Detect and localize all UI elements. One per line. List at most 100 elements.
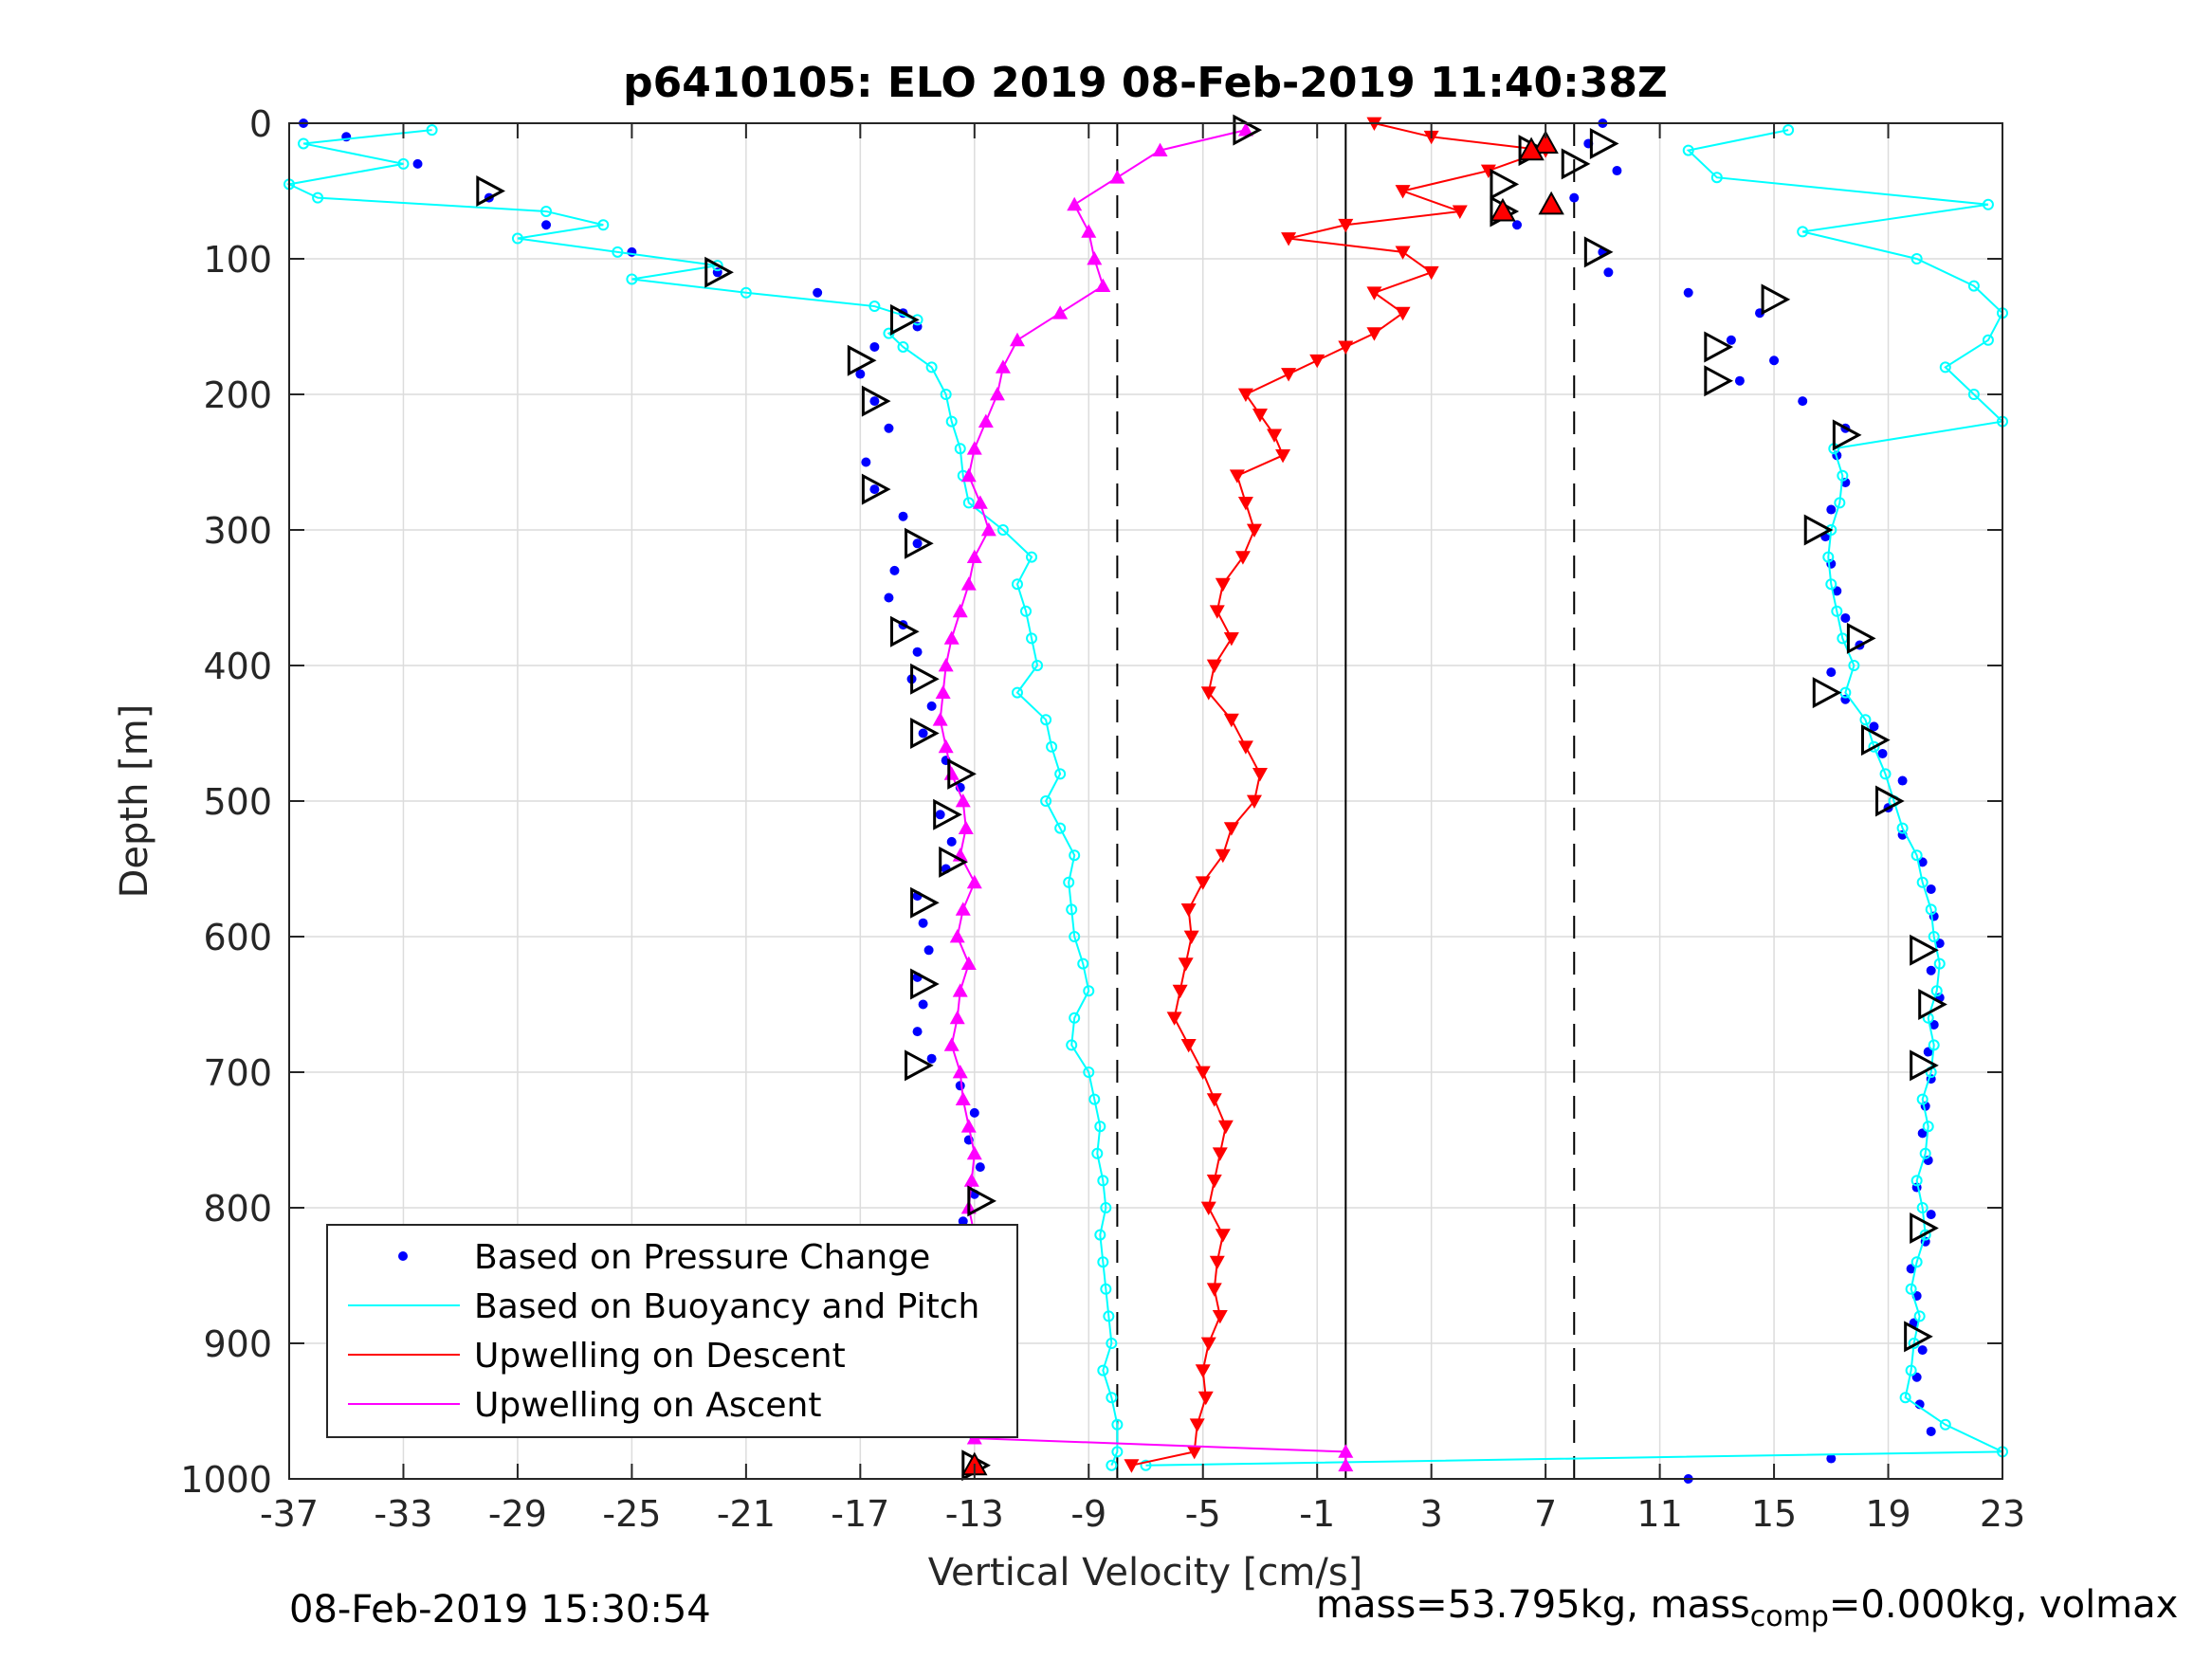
x-tick-label: 15	[1751, 1493, 1797, 1535]
mass-sub: comp	[1749, 1600, 1829, 1633]
y-tick-label: 400	[203, 646, 272, 687]
pressure-change-point	[1826, 504, 1837, 515]
pressure-change-point	[935, 810, 945, 820]
black-direction-marker	[967, 1185, 996, 1217]
black-direction-marker	[704, 256, 734, 288]
buoyancy-point	[1905, 1364, 1917, 1376]
pressure-change-point	[1726, 335, 1736, 345]
buoyancy-point	[1106, 1392, 1118, 1404]
pressure-change-point	[918, 728, 928, 738]
buoyancy-point	[1848, 660, 1860, 671]
ascent-point	[960, 1119, 977, 1133]
buoyancy-point	[1939, 361, 1951, 374]
black-direction-marker	[939, 846, 968, 878]
pressure-change-point	[898, 511, 908, 521]
buoyancy-point	[1837, 469, 1849, 482]
ascent-point	[966, 874, 982, 889]
buoyancy-point	[1896, 822, 1909, 834]
pressure-change-point	[1612, 166, 1622, 176]
buoyancy-point	[1083, 985, 1095, 997]
pressure-change-point	[1769, 356, 1780, 366]
pressure-change-point	[1569, 192, 1580, 203]
buoyancy-point	[1097, 1175, 1109, 1187]
buoyancy-point	[740, 286, 752, 299]
descent-point	[1395, 185, 1411, 199]
descent-point	[1395, 246, 1411, 260]
descent-point	[1366, 327, 1382, 341]
descent-point	[1197, 1391, 1214, 1406]
pressure-change-point	[889, 565, 900, 575]
descent-point	[1195, 1066, 1211, 1080]
descent-point	[1237, 388, 1253, 402]
black-direction-marker	[910, 717, 940, 750]
ascent-point	[980, 522, 996, 537]
x-tick-label: 7	[1534, 1493, 1557, 1535]
black-direction-marker	[905, 1049, 934, 1082]
descent-point	[1206, 1093, 1222, 1107]
ascent-point	[1095, 278, 1111, 292]
buoyancy-point	[1032, 660, 1044, 671]
pressure-change-point	[975, 1162, 985, 1173]
buoyancy-point	[1682, 144, 1694, 156]
y-tick-label: 0	[249, 103, 272, 145]
descent-point	[1209, 605, 1225, 619]
descent-point	[1338, 340, 1354, 355]
descent-point	[1237, 740, 1253, 755]
black-direction-marker	[933, 798, 962, 830]
descent-point	[1215, 848, 1231, 864]
legend-label: Upwelling on Ascent	[474, 1386, 821, 1425]
buoyancy-point	[1899, 1392, 1911, 1404]
pressure-change-point	[1826, 1453, 1837, 1464]
pressure-change-point	[813, 287, 823, 298]
black-direction-marker	[1704, 331, 1733, 363]
pressure-change-point	[912, 647, 923, 657]
pressure-change-point	[412, 158, 423, 169]
pressure-change-point	[1926, 884, 1936, 894]
series-line	[1131, 122, 1546, 1467]
ascent-point	[995, 359, 1011, 374]
buoyancy-point	[1097, 1364, 1109, 1376]
black-direction-marker	[476, 174, 505, 208]
black-direction-marker	[861, 473, 891, 505]
buoyancy-point	[1040, 714, 1052, 726]
pressure-change-point	[926, 701, 937, 711]
descent-point	[1195, 876, 1211, 890]
pressure-change-point	[955, 1081, 965, 1091]
ascent-point	[952, 983, 968, 997]
descent-point	[1172, 984, 1188, 999]
black-direction-marker	[905, 527, 934, 559]
buoyancy-point	[897, 340, 909, 353]
pressure-change-point	[1869, 721, 1879, 732]
pressure-change-point	[855, 369, 866, 379]
pressure-change-point	[918, 999, 928, 1010]
ascent-point	[978, 413, 994, 428]
descent-point	[1229, 469, 1245, 483]
y-tick-label: 100	[203, 239, 272, 281]
black-direction-marker	[1761, 283, 1791, 316]
buoyancy-point	[1825, 578, 1837, 591]
buoyancy-point	[1916, 1202, 1929, 1213]
ascent-point	[966, 441, 982, 455]
buoyancy-point	[1910, 1256, 1923, 1268]
buoyancy-point	[1919, 1147, 1931, 1159]
ascent-point	[960, 467, 977, 483]
pressure-change-point	[946, 836, 957, 847]
x-axis-label: Vertical Velocity [cm/s]	[928, 1551, 1363, 1595]
pressure-change-point	[1877, 748, 1888, 758]
buoyancy-point	[1928, 1039, 1940, 1051]
y-axis-label: Depth [m]	[113, 704, 156, 899]
buoyancy-point	[868, 301, 881, 313]
descent-point	[1480, 164, 1496, 179]
buoyancy-point	[1140, 1459, 1152, 1471]
descent-point	[1180, 1039, 1197, 1053]
descent-point	[1212, 1147, 1228, 1161]
buoyancy-point	[597, 219, 610, 231]
ascent-point	[938, 738, 954, 754]
x-tick-label: -5	[1185, 1493, 1221, 1535]
pressure-change-point	[1826, 667, 1837, 678]
buoyancy-point	[426, 124, 438, 137]
pressure-change-point	[1683, 287, 1693, 298]
red-black-marker	[1518, 137, 1545, 161]
buoyancy-point	[1982, 198, 1994, 210]
series-line	[285, 129, 1119, 1467]
